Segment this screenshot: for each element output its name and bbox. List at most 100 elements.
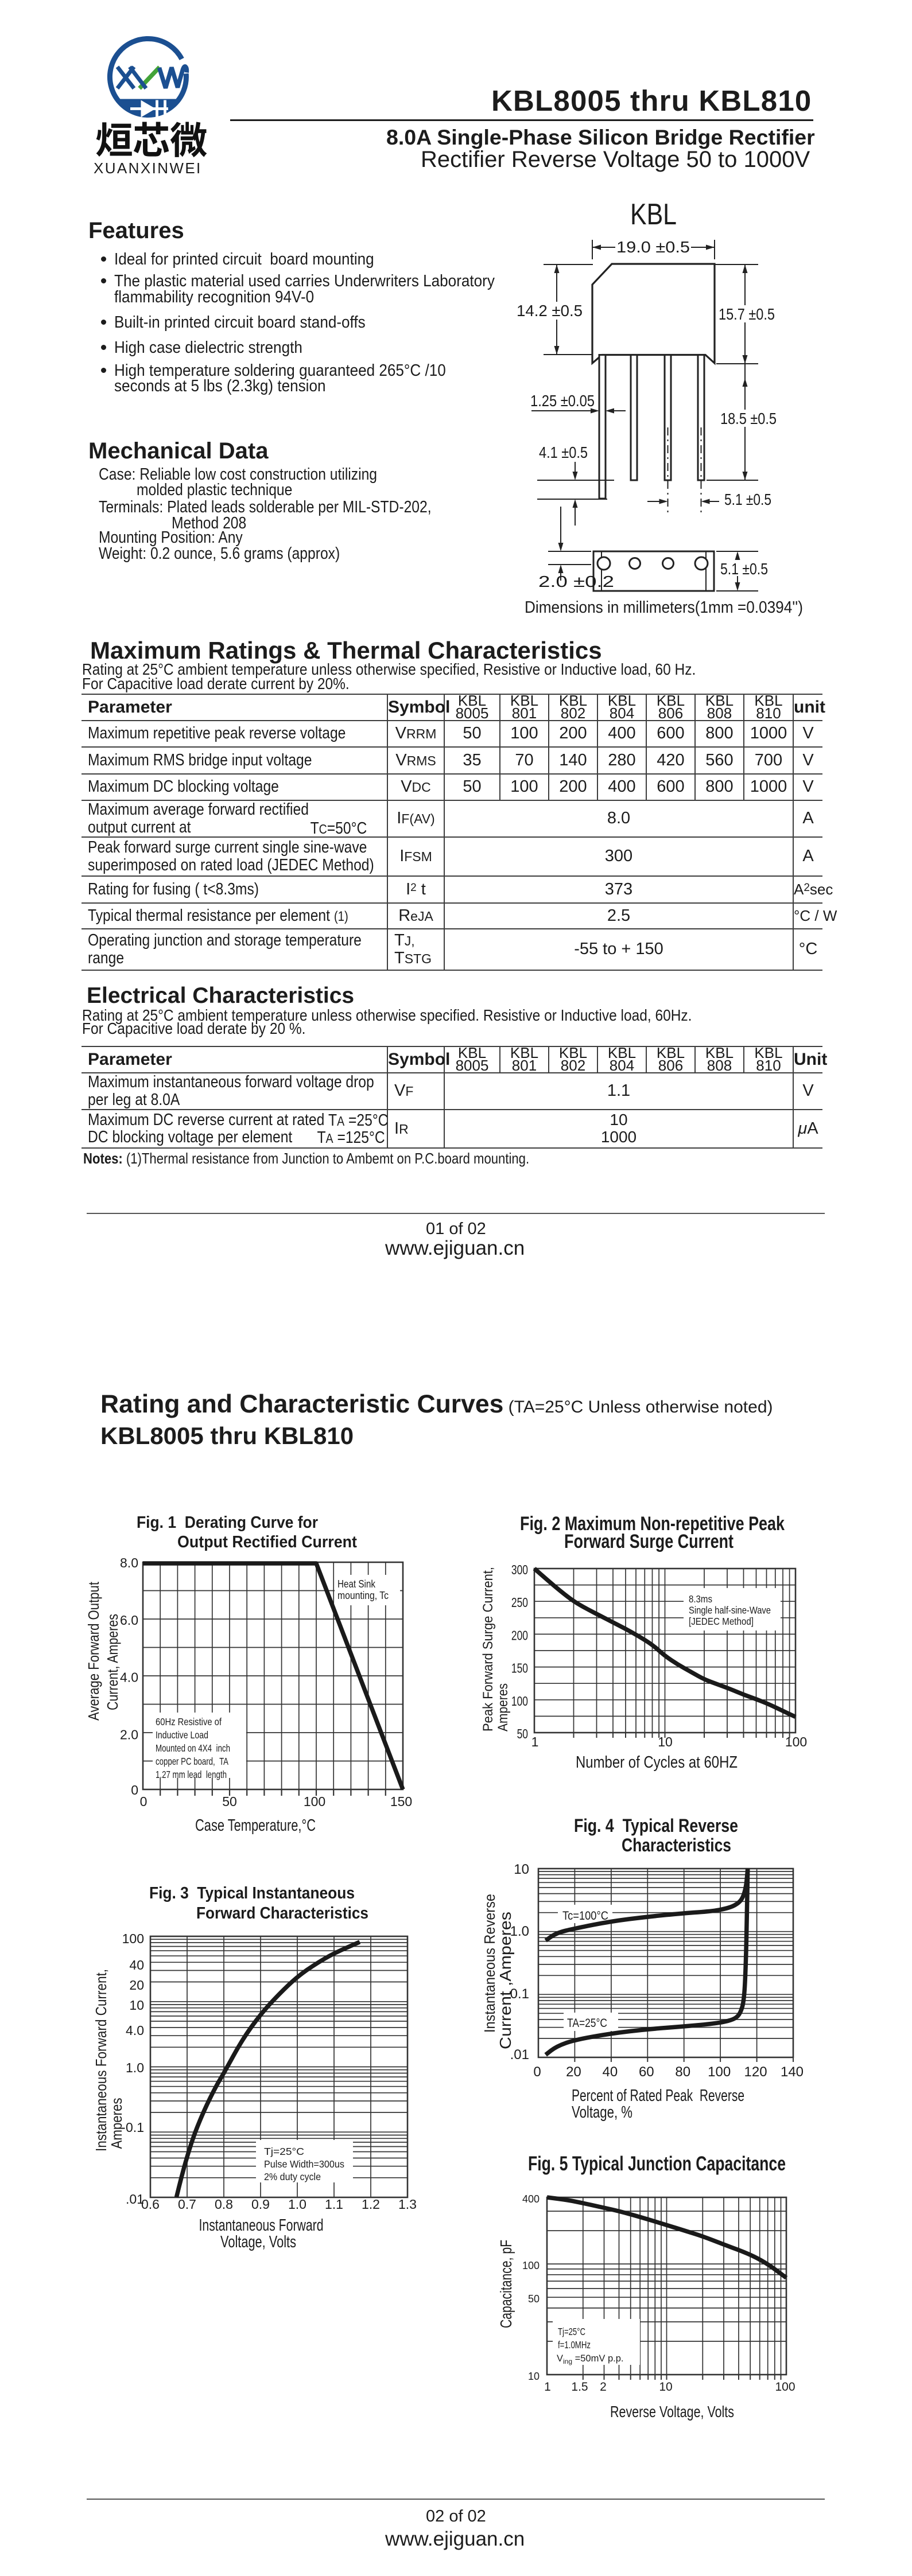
svg-text:1.3: 1.3 [398,2197,417,2212]
svg-text:18.5 ±0.5: 18.5 ±0.5 [720,410,777,427]
svg-text:1.0: 1.0 [288,2197,306,2212]
svg-text:Ving =50mV p.p.: Ving =50mV p.p. [557,2353,623,2365]
svg-text:50: 50 [517,1726,528,1741]
svg-text:.01: .01 [126,2192,144,2207]
svg-text:Instantaneous Reverse: Instantaneous Reverse [481,1894,498,2033]
svg-text:10: 10 [514,1862,529,1877]
svg-text:Instantaneous Forward Current,: Instantaneous Forward Current, [92,1969,110,2151]
svg-text:2% duty cycle: 2% duty cycle [264,2171,321,2182]
svg-text:4.0: 4.0 [120,1670,138,1685]
svg-text:40: 40 [129,1958,144,1972]
svg-text:Pulse Width=300us: Pulse Width=300us [264,2158,344,2170]
svg-text:Dimensions in millimeters(1mm: Dimensions in millimeters(1mm =0.0394'') [525,598,803,617]
svg-text:Forward Characteristics: Forward Characteristics [196,1904,368,1923]
svg-text:mounting, Tc: mounting, Tc [337,1590,389,1601]
svg-text:Characteristics: Characteristics [622,1835,731,1855]
svg-text:14.2 ±0.5: 14.2 ±0.5 [517,302,583,320]
svg-text:Forward Surge Current: Forward Surge Current [564,1531,734,1552]
svg-text:10: 10 [659,2380,672,2394]
svg-text:1.1: 1.1 [325,2197,343,2212]
svg-text:10: 10 [528,2371,540,2382]
svg-text:Percent of Rated Peak Reverse: Percent of Rated Peak Reverse [572,2087,744,2105]
svg-text:Tj=25°C: Tj=25°C [558,2326,585,2337]
svg-text:8.3ms: 8.3ms [689,1593,712,1605]
svg-text:Fig. 3 Typical Instantaneous: Fig. 3 Typical Instantaneous [149,1884,355,1902]
svg-text:6.0: 6.0 [120,1613,138,1628]
svg-text:200: 200 [511,1628,528,1643]
svg-text:150: 150 [511,1661,528,1676]
svg-text:.01: .01 [510,2047,529,2063]
svg-text:250: 250 [511,1595,528,1610]
svg-text:Output Rectified Current: Output Rectified Current [177,1533,357,1551]
svg-text:4.0: 4.0 [126,2023,144,2038]
svg-text:15.7 ±0.5: 15.7 ±0.5 [719,305,775,323]
svg-text:80: 80 [675,2064,690,2080]
svg-text:8.0: 8.0 [120,1555,138,1570]
svg-text:2.0 ±0.2: 2.0 ±0.2 [538,573,614,590]
svg-text:19.0 ±0.5: 19.0 ±0.5 [616,238,690,256]
svg-text:400: 400 [522,2193,540,2205]
svg-text:0: 0 [533,2064,541,2080]
svg-text:Mounted on 4X4 inch: Mounted on 4X4 inch [156,1742,230,1754]
svg-text:1.27 mm lead length: 1.27 mm lead length [156,1769,227,1780]
svg-text:50: 50 [528,2293,540,2305]
svg-text:50: 50 [222,1794,237,1809]
svg-text:Instantaneous Forward: Instantaneous Forward [199,2216,324,2235]
svg-text:4.1 ±0.5: 4.1 ±0.5 [539,443,588,461]
svg-text:10: 10 [658,1734,673,1749]
svg-text:Current ,Amperes: Current ,Amperes [496,1912,514,2049]
svg-text:60Hz Resistive of: 60Hz Resistive of [156,1716,222,1727]
svg-text:0.9: 0.9 [251,2197,270,2212]
svg-text:Fig. 2 Maximum Non-repetitive: Fig. 2 Maximum Non-repetitive Peak [520,1513,785,1535]
svg-text:f=1.0MHz: f=1.0MHz [558,2339,591,2351]
svg-text:5.1 ±0.5: 5.1 ±0.5 [724,491,771,508]
svg-text:Fig. 5 Typical Junction Capaci: Fig. 5 Typical Junction Capacitance [528,2153,786,2175]
svg-text:Tj=25°C: Tj=25°C [264,2146,304,2157]
svg-text:Fig. 1 Derating Curve for: Fig. 1 Derating Curve for [137,1513,318,1532]
svg-text:Peak Forward Surge Current,: Peak Forward Surge Current, [480,1567,496,1731]
svg-text:Voltage, %: Voltage, % [572,2103,632,2122]
svg-text:1.2: 1.2 [362,2197,380,2212]
svg-text:0.8: 0.8 [215,2197,233,2212]
svg-text:Fig. 4 Typical Reverse: Fig. 4 Typical Reverse [574,1815,738,1836]
svg-text:0.1: 0.1 [126,2120,144,2135]
svg-text:0.1: 0.1 [510,1986,529,2002]
svg-text:KBL: KBL [630,198,677,231]
svg-text:5.1 ±0.5: 5.1 ±0.5 [720,560,768,578]
svg-text:Amperes: Amperes [495,1683,511,1731]
svg-text:2: 2 [600,2380,607,2394]
svg-text:copper PC board, TA: copper PC board, TA [156,1756,228,1767]
svg-text:1.5: 1.5 [571,2380,588,2394]
svg-text:20: 20 [129,1978,144,1993]
svg-text:100: 100 [708,2064,731,2080]
svg-text:20: 20 [566,2064,581,2080]
svg-text:Number of Cycles at 60HZ: Number of Cycles at 60HZ [576,1753,738,1772]
svg-text:1: 1 [531,1734,539,1749]
svg-text:Single half-sine-Wave: Single half-sine-Wave [689,1605,771,1616]
svg-text:Tc=100°C: Tc=100°C [562,1909,608,1923]
svg-text:Amperes: Amperes [108,2098,125,2149]
svg-text:40: 40 [603,2064,618,2080]
svg-text:0: 0 [131,1783,138,1797]
svg-text:100: 100 [511,1694,528,1709]
svg-text:100: 100 [785,1734,807,1749]
svg-text:1.25 ±0.05: 1.25 ±0.05 [530,392,595,410]
svg-text:Inductive Load: Inductive Load [156,1729,208,1741]
svg-text:TA=25°C: TA=25°C [567,2017,607,2030]
svg-text:1.0: 1.0 [126,2060,144,2075]
svg-text:100: 100 [522,2260,540,2271]
svg-text:120: 120 [744,2064,767,2080]
svg-text:0.6: 0.6 [141,2197,160,2212]
svg-text:0: 0 [140,1794,148,1809]
svg-text:100: 100 [775,2380,795,2394]
svg-text:10: 10 [129,1998,144,2013]
svg-text:Case Temperature,°C: Case Temperature,°C [195,1816,316,1835]
svg-text:Reverse Voltage, Volts: Reverse Voltage, Volts [610,2403,734,2421]
svg-text:300: 300 [511,1562,528,1577]
svg-text:150: 150 [390,1794,412,1809]
svg-text:Average Forward Output: Average Forward Output [85,1581,102,1721]
svg-text:1: 1 [544,2380,551,2394]
svg-text:Capacitance, pF: Capacitance, pF [497,2240,515,2328]
svg-text:Voltage, Volts: Voltage, Volts [220,2233,296,2251]
svg-text:1.0: 1.0 [510,1924,529,1939]
